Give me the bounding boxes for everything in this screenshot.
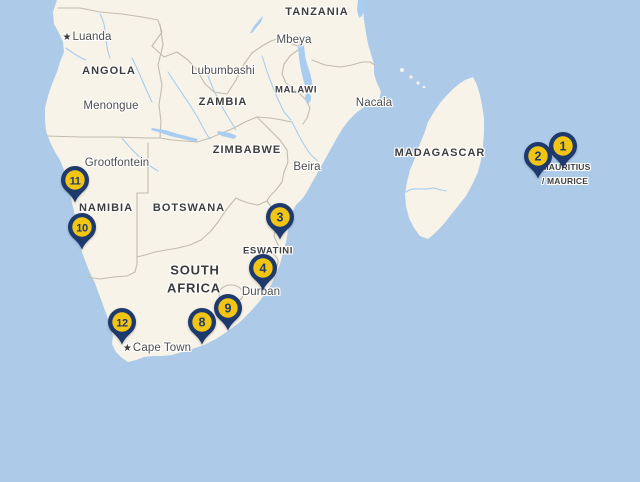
- marker-badge: [218, 298, 238, 318]
- lake-malombe: [305, 93, 311, 103]
- small-island: [422, 85, 426, 89]
- city-label-nacala: Nacala: [355, 97, 393, 109]
- map-marker-1[interactable]: 1: [548, 131, 578, 169]
- marker-badge: [253, 258, 273, 278]
- marker-number: 11: [70, 175, 81, 187]
- marker-number: 2: [535, 149, 542, 163]
- landmass-group: [45, 0, 484, 362]
- marker-badge: [192, 312, 212, 332]
- city-star-icon: ★: [122, 343, 132, 354]
- marker-badge: [270, 207, 290, 227]
- country-label-south: SOUTH: [170, 262, 220, 278]
- map-marker-8[interactable]: 8: [187, 307, 217, 345]
- city-star-icon: ★: [62, 32, 72, 43]
- city-label-menongue: Menongue: [83, 100, 139, 112]
- marker-number: 9: [225, 301, 232, 315]
- mainland-africa: [45, 0, 381, 362]
- country-label-malawi: MALAWI: [274, 84, 318, 96]
- marker-number: 10: [76, 222, 88, 234]
- city-label-lubumbashi: Lubumbashi: [191, 65, 255, 77]
- city-label-cape-town: ★Cape Town: [122, 342, 192, 354]
- map-marker-3[interactable]: 3: [265, 202, 295, 240]
- lake-malawi: [298, 37, 313, 91]
- country-label-tanzania: TANZANIA: [285, 6, 349, 18]
- marker-number: 8: [199, 315, 206, 329]
- marker-badge: [528, 146, 548, 166]
- coastal-lagoon: [357, 0, 365, 18]
- marker-badge: [112, 312, 132, 332]
- country-label-mauritius: MAURITIUS: [541, 162, 591, 172]
- city-label-grootfontein: Grootfontein: [84, 157, 150, 169]
- marker-badge: [72, 217, 92, 237]
- country-label-eswatini: ESWATINI: [242, 245, 294, 257]
- map-marker-10[interactable]: 10: [67, 212, 97, 250]
- small-island: [416, 81, 420, 85]
- water-features-group: [151, 0, 365, 142]
- city-label-luanda: ★Luanda: [62, 31, 112, 43]
- marker-badge: [553, 136, 573, 156]
- small-island: [400, 68, 404, 72]
- country-label-maurice: / MAURICE: [541, 176, 589, 186]
- lake-kariba: [151, 128, 198, 142]
- marker-number: 3: [277, 210, 284, 224]
- country-label-angola: ANGOLA: [82, 65, 136, 77]
- madagascar-island: [405, 77, 484, 239]
- small-island: [409, 75, 413, 79]
- marker-number: 12: [116, 317, 128, 329]
- city-label-beira: Beira: [293, 161, 321, 173]
- map-marker-12[interactable]: 12: [107, 307, 137, 345]
- city-label-mbeya: Mbeya: [276, 34, 312, 46]
- borders-group: [45, 7, 376, 304]
- city-label-durban: Durban: [241, 286, 281, 298]
- marker-number: 4: [260, 261, 267, 275]
- country-label-africa: AFRICA: [167, 280, 221, 296]
- country-label-zimbabwe: ZIMBABWE: [212, 144, 282, 156]
- map-marker-11[interactable]: 11: [60, 165, 90, 203]
- map-marker-2[interactable]: 2: [523, 141, 553, 179]
- country-label-zambia: ZAMBIA: [198, 96, 248, 108]
- map-marker-4[interactable]: 4: [248, 253, 278, 291]
- rivers-group: [65, 13, 447, 193]
- marker-badge: [65, 170, 85, 190]
- country-label-botswana: BOTSWANA: [152, 202, 226, 214]
- map-marker-9[interactable]: 9: [213, 293, 243, 331]
- marker-number: 1: [560, 139, 567, 153]
- country-label-namibia: NAMIBIA: [78, 202, 134, 214]
- country-label-madagascar: MADAGASCAR: [394, 147, 486, 159]
- lake-kariba-east: [217, 131, 237, 139]
- lake-rukwa: [250, 16, 263, 33]
